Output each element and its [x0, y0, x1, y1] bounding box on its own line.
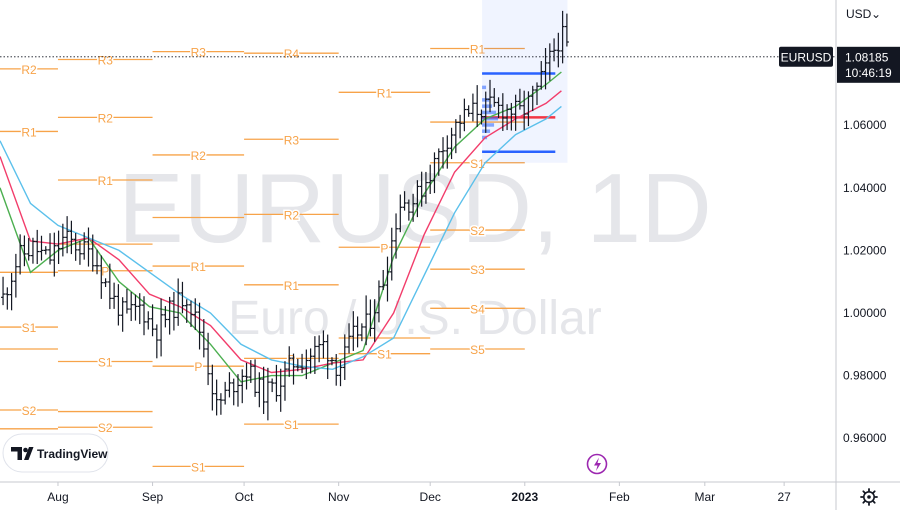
tradingview-wordmark: TradingView: [37, 447, 108, 461]
price-tick-label: 0.98000: [843, 369, 887, 383]
time-tick-label: Aug: [47, 490, 68, 504]
pivot-label: R2: [98, 111, 114, 125]
currency-selector[interactable]: USD ⌄: [846, 7, 881, 21]
watermark-name: Euro / U.S. Dollar: [228, 292, 601, 345]
pivot-label: P: [194, 360, 202, 374]
gear-icon[interactable]: [861, 489, 877, 505]
profile-range-box: [482, 0, 567, 163]
time-tick-label: Nov: [328, 490, 349, 504]
pivot-label: R1: [98, 174, 114, 188]
price-tick-label: 0.96000: [843, 431, 887, 445]
pivot-label: S1: [191, 460, 206, 474]
price-tick-label: 1.02000: [843, 243, 887, 257]
price-tick-label: 1.04000: [843, 181, 887, 195]
pivot-label: S5: [470, 343, 485, 357]
last-price-badge: 1.08185 10:46:19: [837, 47, 900, 83]
price-tick-label: 1.00000: [843, 306, 887, 320]
pivot-label: R1: [377, 86, 393, 100]
time-tick-label: Sep: [142, 490, 164, 504]
volume-profile-layer: [482, 0, 567, 163]
pivot-label: R1: [284, 279, 300, 293]
last-price-value: 1.08185: [845, 50, 889, 64]
pivot-label: R4: [284, 47, 300, 61]
time-tick-label: Mar: [694, 490, 715, 504]
pivot-label: S2: [470, 224, 485, 238]
currency-label[interactable]: USD: [846, 7, 872, 21]
chevron-down-icon[interactable]: ⌄: [871, 7, 881, 21]
profile-bar: [482, 86, 486, 90]
symbol-badge: EURUSD: [779, 47, 833, 67]
pivot-label: R3: [191, 46, 207, 60]
time-tick-label: 27: [777, 490, 791, 504]
pivot-label: R1: [191, 260, 207, 274]
price-tick-label: 1.06000: [843, 118, 887, 132]
pivot-label: R2: [191, 149, 207, 163]
pivot-label: P: [380, 241, 388, 255]
pivot-label: S3: [470, 263, 485, 277]
pivot-label: R2: [284, 208, 300, 222]
watermark-symbol: EURUSD, 1D: [118, 153, 712, 263]
profile-bar: [482, 123, 494, 127]
last-price-time: 10:46:19: [845, 66, 892, 80]
time-tick-label: Feb: [609, 490, 630, 504]
time-tick-label: 2023: [511, 490, 538, 504]
pivot-label: R3: [284, 133, 300, 147]
pivot-label: S4: [470, 302, 485, 316]
tradingview-badge[interactable]: TradingView: [3, 434, 108, 472]
pivot-label: S1: [377, 348, 392, 362]
pivot-label: R3: [98, 53, 114, 67]
pivot-label: S2: [98, 421, 113, 435]
profile-bar: [482, 111, 496, 115]
time-tick-label: Dec: [420, 490, 441, 504]
symbol-badge-label: EURUSD: [781, 50, 832, 64]
lightning-icon[interactable]: [588, 455, 607, 474]
pivot-label: S1: [284, 418, 299, 432]
pivot-label: S1: [98, 356, 113, 370]
pivot-label: R1: [21, 125, 37, 139]
pivot-label: R2: [21, 63, 37, 77]
time-tick-label: Oct: [235, 490, 254, 504]
pivot-label: S2: [22, 404, 37, 418]
pivot-label: S1: [22, 321, 37, 335]
